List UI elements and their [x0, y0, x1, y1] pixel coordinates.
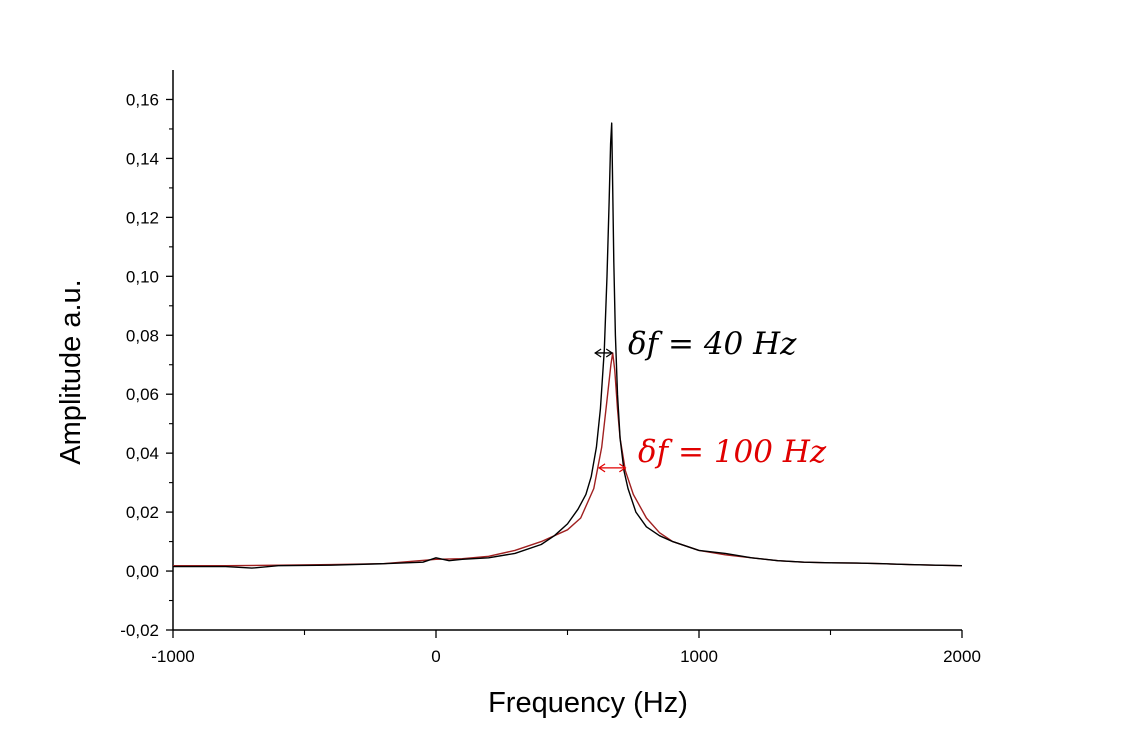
y-tick-label: 0,14 — [126, 149, 159, 168]
x-tick-label: 1000 — [680, 647, 718, 666]
y-tick-label: 0,00 — [126, 562, 159, 581]
y-axis-title: Amplitude a.u. — [55, 279, 87, 464]
x-axis-title: Frequency (Hz) — [488, 687, 688, 719]
x-tick-label: -1000 — [151, 647, 194, 666]
y-tick-label: 0,16 — [126, 90, 159, 109]
x-tick-label: 2000 — [943, 647, 981, 666]
series-line — [173, 352, 963, 567]
y-tick-label: 0,10 — [126, 267, 159, 286]
annotation-label: δf = 40 Hz — [628, 326, 797, 362]
y-tick-label: 0,02 — [126, 503, 159, 522]
y-tick-label: 0,12 — [126, 208, 159, 227]
annotation-arrowhead — [605, 348, 614, 358]
x-tick-label: 0 — [431, 647, 440, 666]
annotation-arrowhead — [594, 348, 602, 358]
series-group — [173, 122, 963, 569]
y-tick-label: 0,08 — [126, 326, 159, 345]
annotation-label: δf = 100 Hz — [638, 434, 827, 470]
annotation-arrowhead — [597, 463, 606, 473]
series-line — [173, 122, 963, 569]
axes: -0,02 0,00 0,02 0,04 0,06 0,08 0,10 0,12 0,14 0,1… — [120, 70, 981, 666]
y-tick-label: 0,06 — [126, 385, 159, 404]
y-tick-label: -0,02 — [120, 621, 159, 640]
annotation-arrowhead — [619, 463, 627, 473]
annotations: δf = 40 Hz δf = 100 Hz — [594, 326, 827, 473]
y-tick-label: 0,04 — [126, 444, 159, 463]
